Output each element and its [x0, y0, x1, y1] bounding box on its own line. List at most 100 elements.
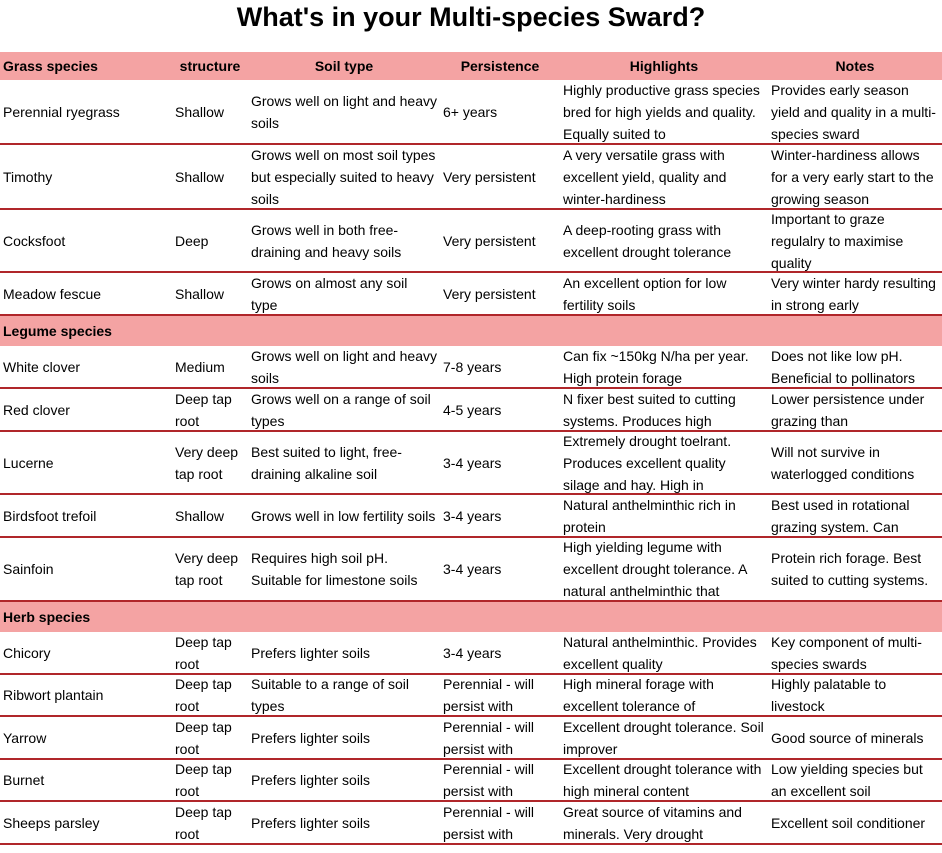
cell: Lucerne	[0, 432, 172, 493]
cell-text: Deep tap root	[175, 803, 232, 842]
cell-text: High yielding legume with excellent drou…	[563, 539, 747, 599]
cell: Sainfoin	[0, 538, 172, 600]
table-row: Meadow fescue Shallow Grows on almost any …	[0, 273, 942, 316]
cell: Grows well on a range of soil types	[248, 389, 440, 430]
cell-text: Deep tap root	[175, 633, 232, 672]
table-row: Sainfoin Very deep tap root Requires high …	[0, 538, 942, 602]
cell-text: Perennial - will persist with	[443, 803, 535, 842]
cell: Shallow	[172, 145, 248, 208]
cell-text: Perennial - will persist with	[443, 676, 535, 714]
cell-text: 3-4 years	[443, 454, 502, 471]
cell-text: Deep tap root	[175, 676, 232, 714]
cell-text: Timothy	[3, 168, 53, 185]
cell: Requires high soil pH. Suitable for lime…	[248, 538, 440, 600]
cell-text: Good source of minerals	[771, 729, 924, 746]
cell-text: Suitable to a range of soil types	[251, 676, 409, 714]
cell: Very deep tap root	[172, 432, 248, 493]
cell-text: Lower persistence under grazing than	[771, 390, 925, 429]
cell: Best used in rotational grazing system. …	[768, 495, 942, 536]
cell-text: Grows well in both free-draining and hea…	[251, 221, 402, 260]
cell: 7-8 years	[440, 346, 560, 387]
table-row: Chicory Deep tap root Prefers lighter soil…	[0, 632, 942, 675]
table-row: Yarrow Deep tap root Prefers lighter soils…	[0, 717, 942, 760]
cell: Very persistent	[440, 273, 560, 314]
cell-text: Highly palatable to livestock	[771, 676, 887, 714]
cell-text: White clover	[3, 358, 81, 375]
column-header-text: Persistence	[460, 58, 540, 74]
cell: Yarrow	[0, 717, 172, 758]
cell-text: 7-8 years	[443, 358, 502, 375]
table-row: Sheeps parsley Deep tap root Prefers light…	[0, 802, 942, 845]
cell-text: Excellent drought tolerance with high mi…	[563, 761, 762, 799]
table-row: Birdsfoot trefoil Shallow Grows well in lo…	[0, 495, 942, 538]
cell: 3-4 years	[440, 495, 560, 536]
column-header-text: Soil type	[314, 58, 374, 74]
column-header: Grass species	[0, 52, 172, 80]
cell: 3-4 years	[440, 538, 560, 600]
cell: Deep	[172, 210, 248, 271]
cell: Excellent drought tolerance with high mi…	[560, 760, 768, 800]
cell-text: Provides early season yield and quality …	[771, 81, 936, 142]
cell-text: Very deep tap root	[175, 443, 239, 482]
column-header: Persistence	[440, 52, 560, 80]
cell: Good source of minerals	[768, 717, 942, 758]
cell: Prefers lighter soils	[248, 717, 440, 758]
cell-text: Key component of multi-species swards	[771, 633, 922, 672]
cell-text: Very deep tap root	[175, 550, 239, 588]
cell: Provides early season yield and quality …	[768, 80, 942, 143]
cell-text: Sainfoin	[3, 561, 54, 577]
cell: Natural anthelminthic rich in protein	[560, 495, 768, 536]
cell-text: Requires high soil pH. Suitable for lime…	[251, 550, 418, 588]
cell-text: Natural anthelminthic. Provides excellen…	[563, 633, 757, 672]
cell: 3-4 years	[440, 632, 560, 673]
cell-text: Low yielding species but an excellent so…	[771, 761, 923, 799]
cell: Grows well on most soil types but especi…	[248, 145, 440, 208]
cell: N fixer best suited to cutting systems. …	[560, 389, 768, 430]
cell: An excellent option for low fertility so…	[560, 273, 768, 314]
cell-text: Perennial - will persist with	[443, 718, 535, 757]
column-header: Highlights	[560, 52, 768, 80]
cell: Grows well on light and heavy soils	[248, 346, 440, 387]
cell: Excellent drought tolerance. Soil improv…	[560, 717, 768, 758]
cell: A deep-rooting grass with excellent drou…	[560, 210, 768, 271]
cell-text: Grows well on light and heavy soils	[251, 347, 437, 386]
cell: High yielding legume with excellent drou…	[560, 538, 768, 600]
cell: White clover	[0, 346, 172, 387]
cell: Prefers lighter soils	[248, 632, 440, 673]
cell: Deep tap root	[172, 717, 248, 758]
table-row: Timothy Shallow Grows well on most soil ty…	[0, 145, 942, 210]
cell-text: Medium	[175, 358, 225, 375]
cell-text: Prefers lighter soils	[251, 814, 371, 831]
cell-text: Shallow	[175, 285, 225, 302]
cell: 3-4 years	[440, 432, 560, 493]
column-header-text: Grass species	[3, 58, 98, 74]
cell-text: Red clover	[3, 401, 70, 418]
cell: Key component of multi-species swards	[768, 632, 942, 673]
column-header-text: structure	[179, 58, 241, 74]
cell-text: Grows well on a range of soil types	[251, 390, 431, 429]
cell-text: Will not survive in waterlogged conditio…	[771, 443, 915, 482]
cell: Birdsfoot trefoil	[0, 495, 172, 536]
cell: Does not like low pH. Beneficial to poll…	[768, 346, 942, 387]
cell: Medium	[172, 346, 248, 387]
cell: Highly palatable to livestock	[768, 675, 942, 715]
cell: Timothy	[0, 145, 172, 208]
cell-text: Very persistent	[443, 168, 536, 185]
table-row: Red clover Deep tap root Grows well on a r…	[0, 389, 942, 432]
cell-text: Meadow fescue	[3, 285, 102, 302]
cell: Will not survive in waterlogged conditio…	[768, 432, 942, 493]
cell: Cocksfoot	[0, 210, 172, 271]
cell: Deep tap root	[172, 389, 248, 430]
table-row: Cocksfoot Deep Grows well in both free-dra…	[0, 210, 942, 273]
cell: Grows well in low fertility soils	[248, 495, 440, 536]
cell-text: Protein rich forage. Best suited to cutt…	[771, 550, 929, 588]
cell: Prefers lighter soils	[248, 760, 440, 800]
cell: Important to graze regulalry to maximise…	[768, 210, 942, 271]
cell-text: Cocksfoot	[3, 232, 66, 249]
cell: 4-5 years	[440, 389, 560, 430]
cell: Burnet	[0, 760, 172, 800]
cell-text: Very winter hardy resulting in strong ea…	[771, 274, 936, 313]
cell-text: Natural anthelminthic rich in protein	[563, 496, 736, 535]
cell-text: Shallow	[175, 507, 225, 524]
